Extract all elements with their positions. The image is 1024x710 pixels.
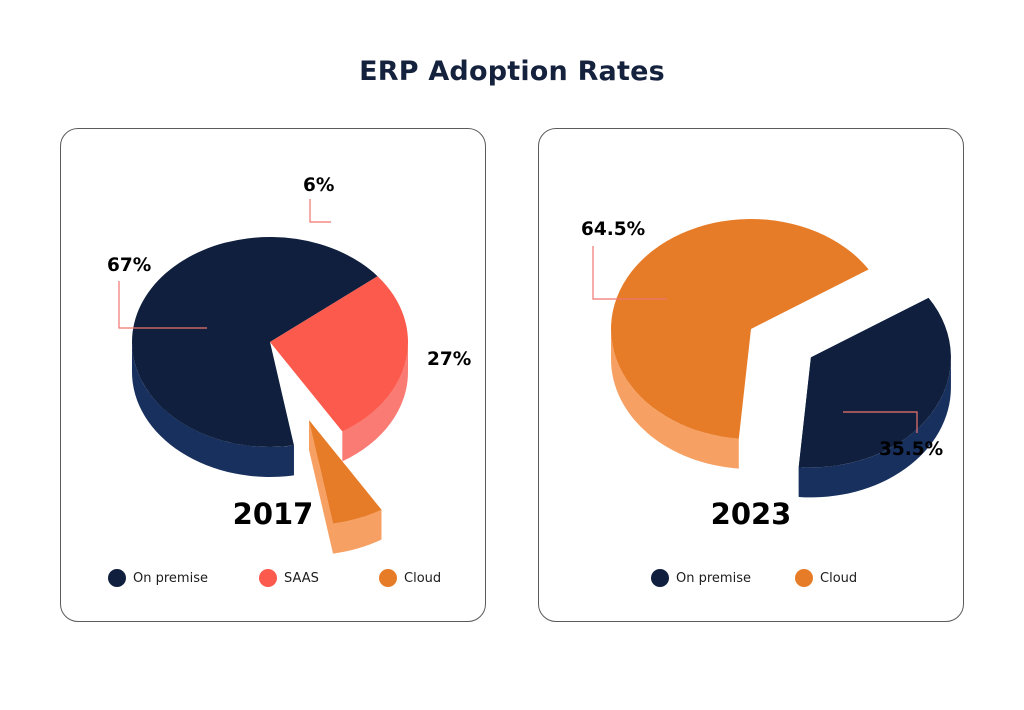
legend-dot-cloud (795, 569, 813, 587)
data-label-cloud: 64.5% (581, 219, 645, 240)
leader-line-on-premise (118, 281, 207, 329)
legend-item-cloud: Cloud (795, 569, 857, 587)
legend-2017: On premise SAAS Cloud (61, 569, 485, 593)
legend-dot-on-premise (651, 569, 669, 587)
pie-chart-2017: 67% 27% 6% (107, 175, 471, 554)
pie-labels: 64.5% 35.5% (581, 219, 943, 460)
pie-tops (611, 218, 951, 468)
legend-dot-saas (259, 569, 277, 587)
chart-panel-2023: 64.5% 35.5% 2023 On premise Cloud (538, 128, 964, 622)
pie-side-saas (342, 342, 408, 462)
chart-title-2017: 2017 (232, 497, 314, 531)
data-label-on-premise: 67% (107, 255, 151, 276)
legend-item-on-premise: On premise (108, 569, 208, 587)
pie-chart-2023: 64.5% 35.5% (581, 218, 951, 498)
pie-slice-saas (270, 276, 408, 432)
leader-line-cloud (309, 199, 331, 223)
data-label-saas: 27% (427, 349, 471, 370)
legend-label-cloud: Cloud (404, 570, 442, 586)
pie-side-on-premise (132, 342, 294, 477)
pie-slice-cloud (309, 420, 382, 524)
leader-line-cloud (592, 246, 667, 300)
pie-tops (132, 237, 408, 524)
pie-slice-on-premise (798, 297, 951, 468)
legend-label-on-premise: On premise (676, 570, 751, 586)
leader-line-on-premise (843, 411, 918, 433)
pie-labels: 67% 27% 6% (107, 175, 471, 370)
legend-dot-cloud (379, 569, 397, 587)
chart-panel-2017: 67% 27% 6% 2017 On premise SAAS Cloud (60, 128, 486, 622)
legend-2023: On premise Cloud (539, 569, 963, 593)
legend-label-cloud: Cloud (820, 570, 858, 586)
pie-slice-on-premise (132, 237, 378, 447)
legend-label-saas: SAAS (284, 570, 319, 586)
pie-side-cloud (611, 329, 739, 469)
legend-dot-on-premise (108, 569, 126, 587)
pie-wall-cloud (309, 420, 334, 554)
page-title: ERP Adoption Rates (359, 56, 665, 87)
legend-item-on-premise: On premise (651, 569, 751, 587)
legend-item-saas: SAAS (259, 569, 319, 587)
pie-slice-cloud (611, 218, 869, 439)
pie-side-on-premise (798, 357, 951, 498)
legend-label-on-premise: On premise (133, 570, 208, 586)
data-label-on-premise: 35.5% (879, 439, 943, 460)
chart-title-2023: 2023 (710, 497, 792, 531)
legend-item-cloud: Cloud (379, 569, 441, 587)
data-label-cloud: 6% (303, 175, 334, 196)
